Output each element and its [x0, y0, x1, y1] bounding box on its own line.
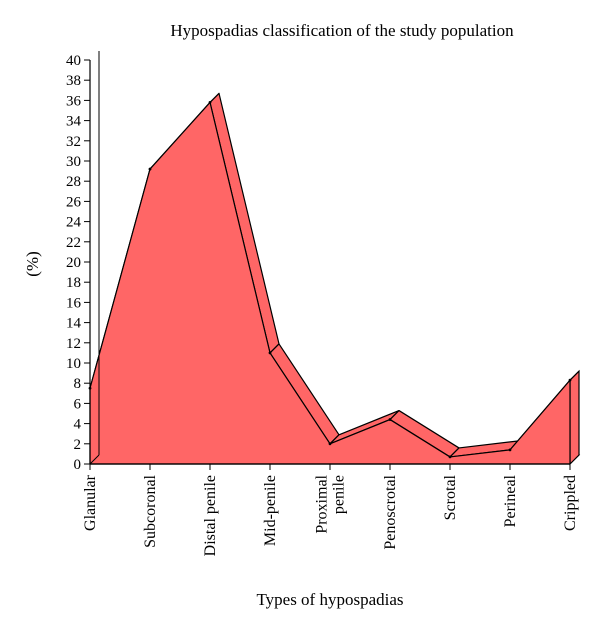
y-tick-label: 6	[74, 396, 82, 412]
data-point	[568, 378, 572, 382]
x-tick-label: Proximal penile	[314, 474, 348, 533]
x-tick-label-line: Glanular	[82, 474, 99, 531]
y-tick-label: 36	[66, 93, 82, 109]
data-point	[508, 448, 512, 452]
data-point	[448, 455, 452, 459]
y-tick-label: 0	[74, 457, 82, 473]
y-tick-label: 8	[74, 376, 82, 392]
x-tick-label-line: Crippled	[562, 475, 579, 531]
y-tick-label: 34	[66, 114, 82, 130]
y-tick-label: 20	[66, 255, 81, 271]
x-tick-label: Penoscrotal	[382, 474, 399, 549]
plot-area	[88, 92, 581, 466]
x-tick-label: Crippled	[562, 475, 579, 531]
x-tick-label: Glanular	[82, 474, 99, 531]
y-tick-label: 24	[66, 215, 82, 231]
area-front-face	[89, 101, 571, 465]
y-tick-label: 30	[66, 154, 81, 170]
x-tick-label: Distal penile	[202, 475, 219, 556]
x-tick-label: Subcoronal	[142, 474, 159, 547]
x-axis-label: Types of hypospadias	[256, 590, 403, 609]
data-point	[388, 418, 392, 421]
y-tick-label: 38	[66, 73, 81, 89]
x-tick-label-line: Subcoronal	[142, 474, 159, 547]
y-tick-label: 40	[66, 53, 81, 69]
data-point	[148, 167, 152, 171]
area-end-cap	[569, 369, 580, 466]
x-tick-label-line: Scrotal	[442, 474, 459, 520]
x-axis: Glanular Subcoronal Distal penile Mid-penil…	[82, 463, 579, 556]
data-point	[208, 101, 212, 104]
x-tick-label-line: Perineal	[502, 474, 519, 527]
y-tick-label: 10	[66, 356, 81, 372]
chart-title: Hypospadias classification of the study …	[170, 21, 514, 40]
x-tick-label-line: Proximal	[314, 474, 331, 533]
data-point	[268, 351, 272, 355]
x-tick-label: Scrotal	[442, 474, 459, 520]
x-tick-label-line: Penoscrotal	[382, 474, 399, 549]
x-tick-label: Mid-penile	[262, 475, 279, 546]
x-tick-label-line: Mid-penile	[262, 475, 279, 546]
y-tick-label: 26	[66, 194, 82, 210]
y-tick-label: 32	[66, 134, 81, 150]
x-tick-label-line: penile	[331, 475, 348, 514]
y-tick-label: 28	[66, 174, 81, 190]
y-tick-label: 18	[66, 275, 81, 291]
x-tick-label-line: Distal penile	[202, 475, 219, 556]
y-tick-label: 4	[74, 417, 82, 433]
y-tick-label: 12	[66, 336, 81, 352]
y-axis-label: (%)	[23, 251, 42, 276]
y-tick-label: 22	[66, 235, 81, 251]
x-tick-label: Perineal	[502, 474, 519, 527]
y-tick-label: 2	[74, 437, 82, 453]
y-tick-label: 16	[66, 295, 82, 311]
data-point	[328, 442, 332, 446]
y-tick-label: 14	[66, 316, 82, 332]
axis-depth-edge	[89, 454, 100, 465]
